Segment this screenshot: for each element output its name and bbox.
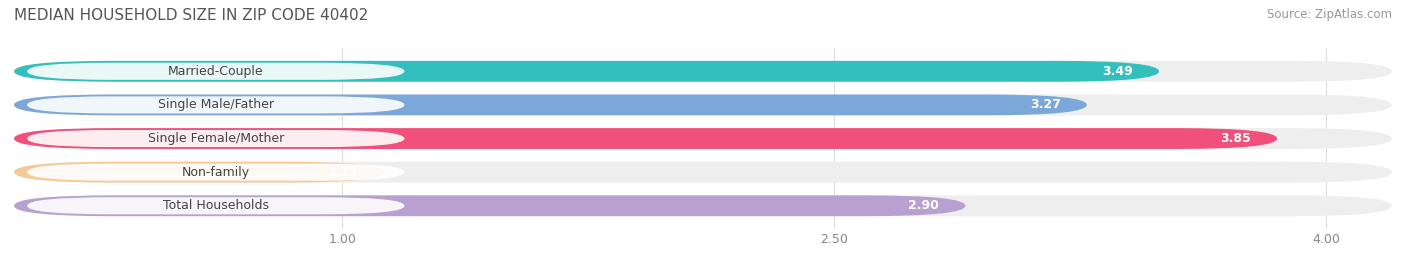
Text: 3.85: 3.85 — [1220, 132, 1251, 145]
FancyBboxPatch shape — [27, 63, 405, 80]
FancyBboxPatch shape — [14, 94, 1087, 115]
FancyBboxPatch shape — [27, 96, 405, 114]
Text: Total Households: Total Households — [163, 199, 269, 212]
Text: 3.27: 3.27 — [1029, 98, 1060, 111]
FancyBboxPatch shape — [14, 195, 966, 216]
FancyBboxPatch shape — [14, 162, 385, 183]
FancyBboxPatch shape — [14, 195, 1392, 216]
FancyBboxPatch shape — [27, 164, 405, 181]
Text: Non-family: Non-family — [181, 166, 250, 179]
Text: 1.13: 1.13 — [328, 166, 359, 179]
FancyBboxPatch shape — [14, 128, 1392, 149]
Text: 2.90: 2.90 — [908, 199, 939, 212]
FancyBboxPatch shape — [14, 61, 1159, 82]
FancyBboxPatch shape — [14, 128, 1277, 149]
Text: 3.49: 3.49 — [1102, 65, 1133, 78]
FancyBboxPatch shape — [14, 162, 1392, 183]
Text: Married-Couple: Married-Couple — [167, 65, 264, 78]
Text: Single Male/Father: Single Male/Father — [157, 98, 274, 111]
FancyBboxPatch shape — [14, 94, 1392, 115]
Text: MEDIAN HOUSEHOLD SIZE IN ZIP CODE 40402: MEDIAN HOUSEHOLD SIZE IN ZIP CODE 40402 — [14, 8, 368, 23]
Text: Single Female/Mother: Single Female/Mother — [148, 132, 284, 145]
Text: Source: ZipAtlas.com: Source: ZipAtlas.com — [1267, 8, 1392, 21]
FancyBboxPatch shape — [27, 197, 405, 214]
FancyBboxPatch shape — [27, 130, 405, 147]
FancyBboxPatch shape — [14, 61, 1392, 82]
